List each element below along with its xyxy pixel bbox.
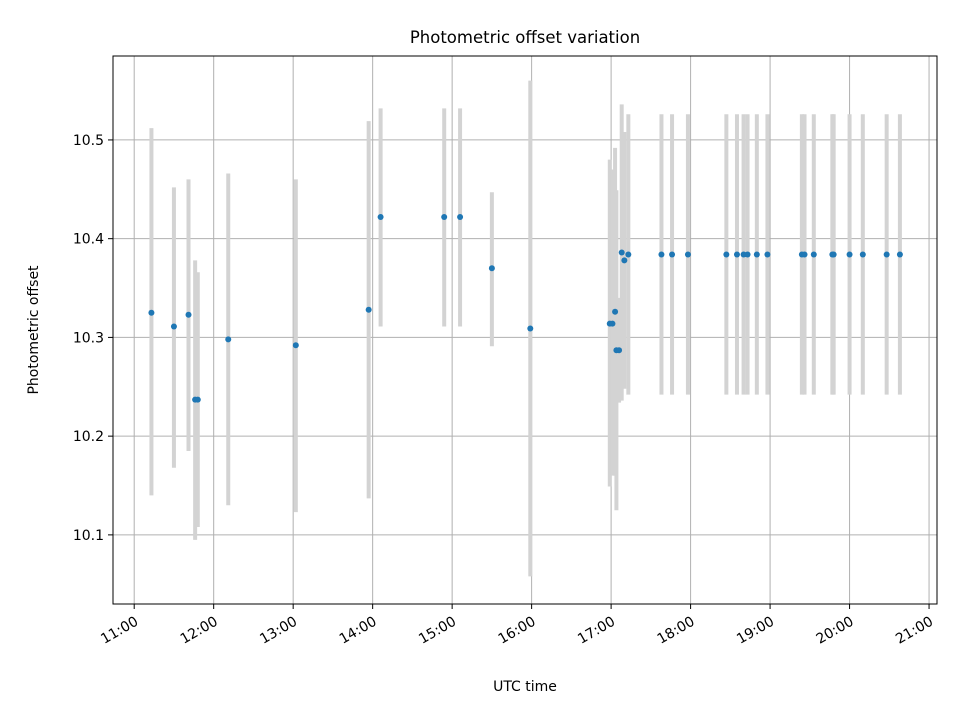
data-point — [377, 213, 384, 220]
plot-area — [113, 56, 937, 604]
data-point — [292, 342, 299, 349]
y-tick-label: 10.4 — [73, 232, 104, 248]
data-point — [810, 251, 817, 258]
data-point — [194, 396, 201, 403]
data-point — [896, 251, 903, 258]
data-point — [488, 265, 495, 272]
y-tick-label: 10.2 — [73, 429, 104, 445]
data-point — [365, 306, 372, 313]
data-point — [830, 251, 837, 258]
data-points — [148, 213, 903, 403]
data-point — [621, 257, 628, 264]
data-point — [616, 347, 623, 354]
data-point — [733, 251, 740, 258]
plot-frame — [112, 55, 938, 605]
data-point — [669, 251, 676, 258]
data-point — [658, 251, 665, 258]
data-point — [527, 325, 534, 332]
data-point — [764, 251, 771, 258]
chart-title: Photometric offset variation — [410, 28, 640, 47]
y-axis: 10.1 10.2 10.3 10.4 10.5 — [73, 133, 113, 544]
y-axis-label: Photometric offset — [26, 265, 42, 395]
data-point — [609, 320, 616, 327]
data-point — [225, 336, 232, 343]
y-tick-label: 10.5 — [73, 133, 104, 149]
x-axis-label: UTC time — [493, 679, 557, 695]
y-tick-label: 10.3 — [73, 330, 104, 346]
data-point — [612, 308, 619, 315]
data-point — [859, 251, 866, 258]
data-point — [801, 251, 808, 258]
data-point — [148, 309, 155, 316]
data-point — [441, 213, 448, 220]
data-point — [723, 251, 730, 258]
data-point — [457, 213, 464, 220]
data-point — [883, 251, 890, 258]
data-point — [846, 251, 853, 258]
data-point — [684, 251, 691, 258]
data-point — [170, 323, 177, 330]
data-point — [185, 311, 192, 318]
y-tick-label: 10.1 — [73, 528, 104, 544]
data-point — [744, 251, 751, 258]
data-point — [618, 249, 625, 256]
data-point — [753, 251, 760, 258]
data-point — [625, 251, 632, 258]
